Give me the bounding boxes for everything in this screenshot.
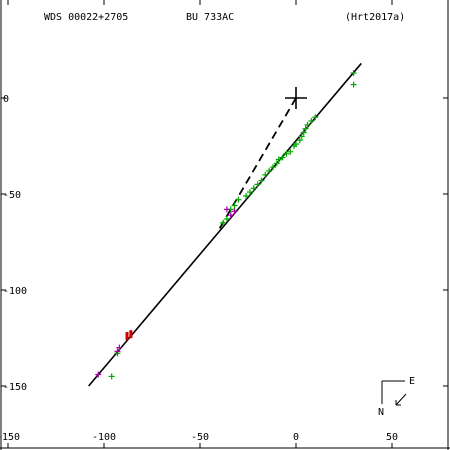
green-observation-point [302, 125, 309, 132]
compass-east-label: E [409, 376, 415, 387]
green-observation-point [304, 121, 311, 128]
green-observation-point [243, 192, 250, 199]
green-observation-point [275, 156, 282, 163]
purple-observation-point [227, 212, 234, 219]
green-observation-point [308, 118, 315, 125]
green-observation-point [246, 189, 253, 196]
discoverer-label: BU 733AC [186, 12, 234, 23]
green-observation-point [220, 219, 227, 226]
green-observation-point [250, 185, 257, 192]
green-observation-point [266, 167, 273, 174]
green-observation-point [258, 177, 265, 184]
compass-rose: E N [378, 376, 415, 418]
green-observation-point [350, 81, 357, 88]
purple-observation-point [223, 206, 230, 213]
y-tick-label: -150 [3, 382, 27, 393]
compass-motion-arrow [395, 393, 407, 406]
green-observation-point [108, 373, 115, 380]
green-observation-point [312, 114, 319, 121]
green-observation-point [231, 202, 238, 209]
green-observation-point [291, 143, 298, 149]
green-observation-point [350, 70, 357, 77]
green-observation-point [235, 196, 242, 203]
green-observation-point [283, 150, 290, 157]
purple-observation-point [231, 208, 238, 215]
green-observation-point [269, 164, 276, 171]
green-observation-point [273, 160, 280, 167]
red-observation-point [125, 332, 129, 341]
green-observation-point [262, 171, 269, 178]
green-observation-point [279, 154, 286, 161]
y-tick-label: 0 [3, 94, 9, 105]
green-observation-point [254, 181, 261, 188]
purple-observation-point [114, 348, 121, 355]
x-tick-label: -50 [191, 432, 209, 443]
reference-label: (Hrt2017a) [345, 12, 405, 23]
x-tick-label: -100 [92, 432, 116, 443]
y-tick-label: -100 [3, 286, 27, 297]
green-observation-point [298, 133, 305, 140]
purple-observation-point [116, 344, 123, 351]
green-observation-point [223, 215, 230, 222]
observations-group [95, 70, 357, 380]
green-observation-point [287, 148, 294, 155]
green-observation-point [300, 129, 307, 136]
x-tick-label: -150 [0, 432, 20, 443]
wds-label: WDS 00022+2705 [44, 12, 128, 23]
x-tick-label: 0 [293, 432, 299, 443]
y-tick-label: -50 [3, 190, 21, 201]
red-observation-point [129, 330, 133, 339]
x-tick-label: 50 [386, 432, 398, 443]
dashed-connector-line [216, 97, 297, 233]
compass-north-label: N [378, 407, 384, 418]
purple-observation-point [95, 371, 102, 378]
green-observation-point [296, 137, 303, 144]
